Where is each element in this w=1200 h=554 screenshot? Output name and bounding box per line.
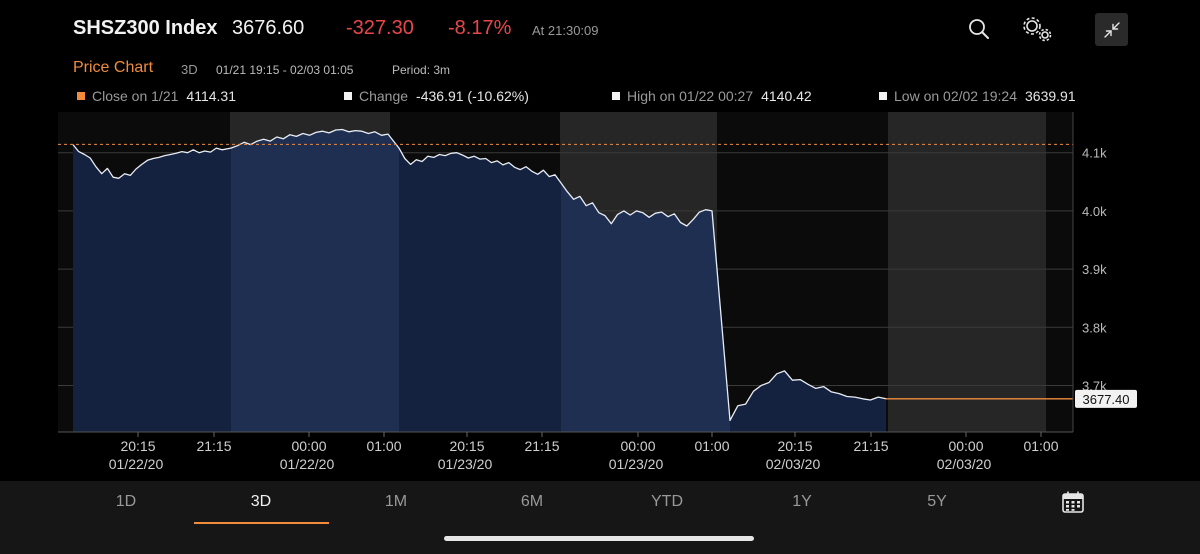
search-icon <box>969 19 989 39</box>
x-tick-date: 02/03/20 <box>766 456 821 472</box>
x-tick-date: 01/22/20 <box>280 456 335 472</box>
home-indicator <box>444 536 754 541</box>
area-session-1 <box>231 129 399 432</box>
x-tick-time: 01:00 <box>694 438 729 454</box>
selected-range: 3D <box>181 62 198 77</box>
low-marker <box>879 92 887 100</box>
close-value: 4114.31 <box>186 88 236 104</box>
calendar-button[interactable] <box>1061 490 1085 514</box>
high-value: 4140.42 <box>761 88 812 104</box>
low-value: 3639.91 <box>1025 88 1076 104</box>
area-session-3 <box>561 183 730 432</box>
index-title: SHSZ300 Index <box>73 17 218 39</box>
last-price-box <box>1075 389 1137 408</box>
last-update-time: At 21:30:09 <box>532 23 599 38</box>
x-tick-time: 00:00 <box>620 438 655 454</box>
index-price: 3676.60 <box>232 17 305 39</box>
legend-close: Close on 1/21 4114.31 <box>77 88 236 104</box>
y-tick-label: 3.9k <box>1082 262 1107 277</box>
range-5y-button[interactable]: 5Y <box>927 493 947 510</box>
close-label: Close on 1/21 <box>92 88 179 104</box>
x-tick-time: 00:00 <box>291 438 326 454</box>
x-tick-time: 00:00 <box>948 438 983 454</box>
range-1d-button[interactable]: 1D <box>115 493 137 510</box>
collapse-button[interactable] <box>1095 13 1128 46</box>
price-change: -327.30 <box>346 17 414 39</box>
x-tick-time: 20:15 <box>449 438 484 454</box>
date-range: 01/21 19:15 - 02/03 01:05 <box>216 63 354 77</box>
chart-legend: Close on 1/21 4114.31 Change -436.91 (-10.… <box>0 86 1200 108</box>
x-tick-date: 02/03/20 <box>937 456 992 472</box>
range-ytd-button[interactable]: YTD <box>651 493 683 510</box>
x-tick-time: 20:15 <box>777 438 812 454</box>
high-marker <box>612 92 620 100</box>
y-tick-label: 3.8k <box>1082 320 1107 335</box>
y-tick-label: 3.7k <box>1082 378 1107 393</box>
settings-button[interactable] <box>1020 12 1054 46</box>
x-tick-time: 21:15 <box>853 438 888 454</box>
session-band-5 <box>888 112 1046 432</box>
settings-icon <box>1023 17 1052 42</box>
range-1m-button[interactable]: 1M <box>384 493 408 510</box>
legend-low: Low on 02/02 19:24 3639.91 <box>879 88 1076 104</box>
header: SHSZ300 Index 3676.60 -327.30 -8.17% At … <box>0 0 1200 60</box>
active-range-underline <box>194 522 329 524</box>
collapse-icon <box>1103 21 1120 38</box>
high-label: High on 01/22 00:27 <box>627 88 754 104</box>
range-6m-button[interactable]: 6M <box>520 493 544 510</box>
x-tick-time: 01:00 <box>1023 438 1058 454</box>
search-button[interactable] <box>962 12 996 46</box>
last-price-label: 3677.40 <box>1083 392 1130 407</box>
x-tick-time: 20:15 <box>120 438 155 454</box>
x-tick-date: 01/23/20 <box>438 456 493 472</box>
x-tick-time: 21:15 <box>524 438 559 454</box>
x-tick-date: 01/22/20 <box>109 456 164 472</box>
legend-change: Change -436.91 (-10.62%) <box>344 88 529 104</box>
area-session-2 <box>399 148 561 432</box>
range-3d-button[interactable]: 3D <box>250 493 272 510</box>
x-tick-time: 21:15 <box>196 438 231 454</box>
calendar-icon <box>1062 491 1084 513</box>
close-marker <box>77 92 85 100</box>
area-session-4 <box>730 370 886 432</box>
change-marker <box>344 92 352 100</box>
x-tick-time: 01:00 <box>366 438 401 454</box>
y-tick-label: 4.1k <box>1082 146 1107 161</box>
x-tick-date: 01/23/20 <box>609 456 664 472</box>
session-band-4 <box>717 112 888 432</box>
session-band-6 <box>1046 112 1073 432</box>
change-label: Change <box>359 88 409 104</box>
low-label: Low on 02/02 19:24 <box>894 88 1017 104</box>
change-value: -436.91 (-10.62%) <box>416 88 529 104</box>
range-1y-button[interactable]: 1Y <box>792 493 812 510</box>
area-session-0 <box>73 144 231 432</box>
price-line <box>72 128 887 422</box>
chart-title: Price Chart <box>73 59 154 76</box>
legend-high: High on 01/22 00:27 4140.42 <box>612 88 812 104</box>
y-tick-label: 4.0k <box>1082 204 1107 219</box>
period: Period: 3m <box>392 63 451 77</box>
price-change-percent: -8.17% <box>448 17 512 39</box>
range-selector: 1D 3D 1M 6M YTD 1Y 5Y <box>0 481 1200 554</box>
